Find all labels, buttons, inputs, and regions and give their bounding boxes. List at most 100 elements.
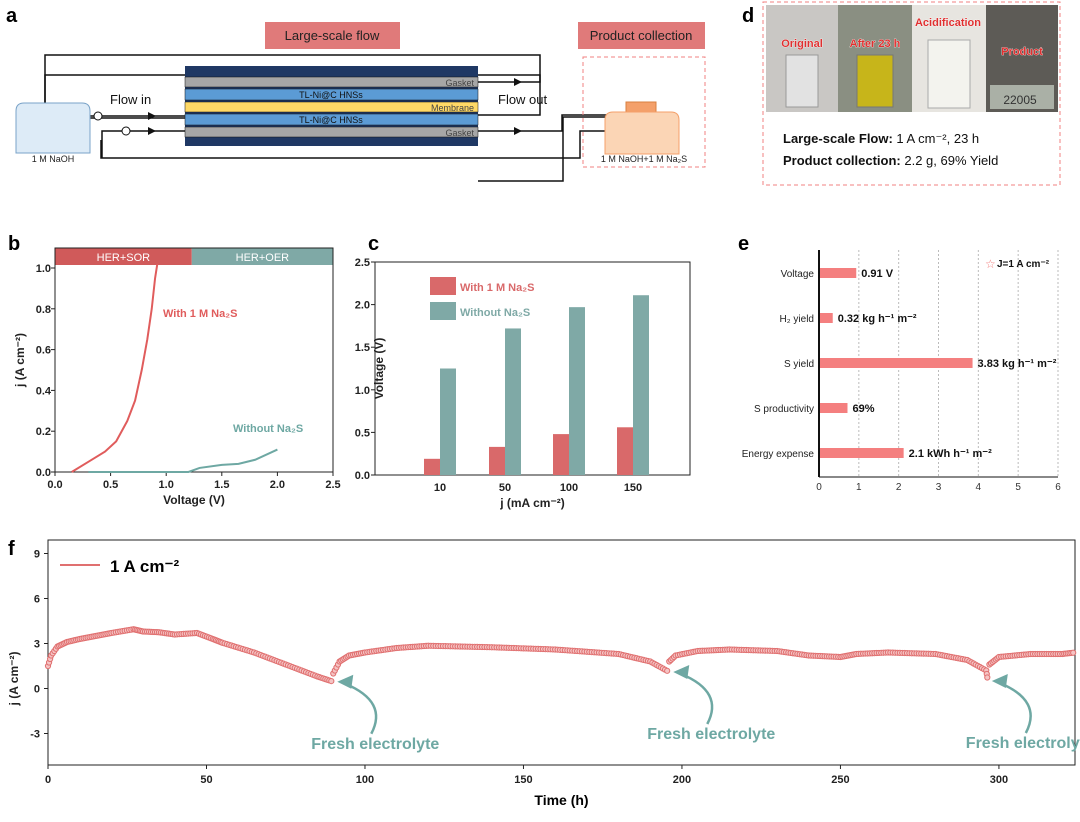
x-tick-label: 5 xyxy=(1015,482,1021,493)
annotation-fresh-electrolyte: Fresh electrolyte xyxy=(966,735,1080,752)
x-tick-label: 2 xyxy=(896,482,902,493)
curved-arrow-icon xyxy=(680,672,714,725)
panel-label-d: d xyxy=(742,5,754,27)
legend-label: J=1 A cm⁻² xyxy=(997,259,1050,270)
x-tick-label: 0.5 xyxy=(103,479,118,491)
membrane xyxy=(184,101,479,113)
arrowhead-icon xyxy=(991,674,1008,688)
bar xyxy=(424,458,440,475)
balance-display xyxy=(990,85,1054,109)
x-tick-label: 0 xyxy=(45,774,51,786)
x-tick-label: 50 xyxy=(499,482,511,494)
x-tick-label: 0 xyxy=(816,482,822,493)
data-point xyxy=(984,674,991,681)
data-point xyxy=(328,677,335,685)
category-label: Energy expense xyxy=(742,449,815,460)
y-tick-label: 1.0 xyxy=(355,385,370,397)
data-point xyxy=(1070,649,1077,656)
y-tick-label: 0.0 xyxy=(355,470,370,482)
flow-arrows xyxy=(148,78,522,135)
panel-e-chart: 0 1 2 3 4 5 6 Voltage 0.91 V H₂ yield 0.32 kg h⁻¹ … xyxy=(742,250,1061,493)
y-tick-label: 1.0 xyxy=(36,263,51,275)
bar xyxy=(633,295,649,475)
region-label: HER+OER xyxy=(236,252,290,264)
panel-d-photos: d 22005 Original After 23 h Acidificatio… xyxy=(742,1,1061,186)
x-tick-label: 300 xyxy=(990,774,1008,786)
y-tick-label: 0.4 xyxy=(36,385,52,397)
panel-label-c: c xyxy=(368,233,379,255)
panel-label-f: f xyxy=(8,538,15,560)
bar xyxy=(820,403,848,413)
balance-reading: 22005 xyxy=(1003,93,1037,107)
arrowhead-icon xyxy=(673,665,690,679)
photo-label: After 23 h xyxy=(850,38,901,50)
annotation-fresh-electrolyte: Fresh electrolyte xyxy=(311,736,439,753)
gasket-top xyxy=(184,76,479,88)
x-tick-label: 6 xyxy=(1055,482,1061,493)
large-scale-flow-tag xyxy=(265,22,400,49)
y-tick-label: 0.0 xyxy=(36,467,51,479)
category-label: Voltage xyxy=(781,269,815,280)
flow-out-label: Flow out xyxy=(498,92,548,107)
region-band xyxy=(55,248,192,265)
plot-frame xyxy=(374,261,691,476)
y-tick-label: 6 xyxy=(34,594,40,606)
left-reservoir xyxy=(15,102,91,154)
x-tick-label: 100 xyxy=(560,482,578,494)
category-label: S productivity xyxy=(754,404,814,415)
x-tick-label: 1.5 xyxy=(214,479,229,491)
y-tick-label: 3 xyxy=(34,639,40,651)
x-tick-label: 1.0 xyxy=(159,479,174,491)
x-axis-title: Time (h) xyxy=(534,792,588,808)
flow-in-label: Flow in xyxy=(110,92,151,107)
panel-label-a: a xyxy=(6,5,18,27)
arrow-icon xyxy=(514,127,522,135)
electrode-bottom-label: TL-Ni@C HNSs xyxy=(299,115,363,125)
category-label: H₂ yield xyxy=(780,314,814,325)
legend-swatch xyxy=(430,277,456,295)
arrow-icon xyxy=(514,78,522,86)
x-tick-label: 2.0 xyxy=(270,479,285,491)
summary-line-2: Product collection: 2.2 g, 69% Yield xyxy=(783,153,998,168)
electrode-top-label: TL-Ni@C HNSs xyxy=(299,90,363,100)
value-label: 2.1 kWh h⁻¹ m⁻² xyxy=(909,448,992,460)
y-axis-title: Voltage (V) xyxy=(372,338,386,400)
data-point xyxy=(664,667,671,674)
x-axis-title: Voltage (V) xyxy=(163,493,225,507)
right-reservoir xyxy=(604,111,680,155)
x-tick-label: 250 xyxy=(831,774,849,786)
series-label: Without Na₂S xyxy=(233,423,303,435)
plot-frame xyxy=(54,247,334,473)
x-tick-label: 50 xyxy=(200,774,212,786)
value-label: 69% xyxy=(852,403,874,415)
y-tick-label: 9 xyxy=(34,549,40,561)
series-label: With 1 M Na₂S xyxy=(163,308,237,320)
x-tick-label: 10 xyxy=(434,482,446,494)
arrow-icon xyxy=(148,127,156,135)
y-tick-label: 0.5 xyxy=(355,427,370,439)
bar xyxy=(489,446,505,475)
photo-label: Product xyxy=(1001,46,1043,58)
panel-label-e: e xyxy=(738,233,749,255)
bar xyxy=(617,427,633,475)
bar xyxy=(505,328,521,475)
x-tick-label: 3 xyxy=(936,482,942,493)
photo-box xyxy=(762,1,1061,186)
x-tick-label: 200 xyxy=(673,774,691,786)
y-tick-label: 0.6 xyxy=(36,345,51,357)
x-axis-title: j (mA cm⁻²) xyxy=(499,496,565,510)
right-bottle-cap xyxy=(625,101,657,113)
x-tick-label: 4 xyxy=(976,482,982,493)
bar xyxy=(553,434,569,475)
value-label: 3.83 kg h⁻¹ m⁻² xyxy=(978,358,1057,370)
region-label: HER+SOR xyxy=(97,252,151,264)
bar xyxy=(820,268,857,278)
y-tick-label: 0 xyxy=(34,684,40,696)
large-scale-flow-text: Large-scale flow xyxy=(285,28,380,43)
summary-line-1: Large-scale Flow: 1 A cm⁻², 23 h xyxy=(783,131,979,146)
panel-a-flow-diagram: a Large-scale flow Product collection Ga… xyxy=(6,5,706,182)
bar xyxy=(820,358,973,368)
y-tick-label: -3 xyxy=(30,729,40,741)
x-tick-label: 100 xyxy=(356,774,374,786)
